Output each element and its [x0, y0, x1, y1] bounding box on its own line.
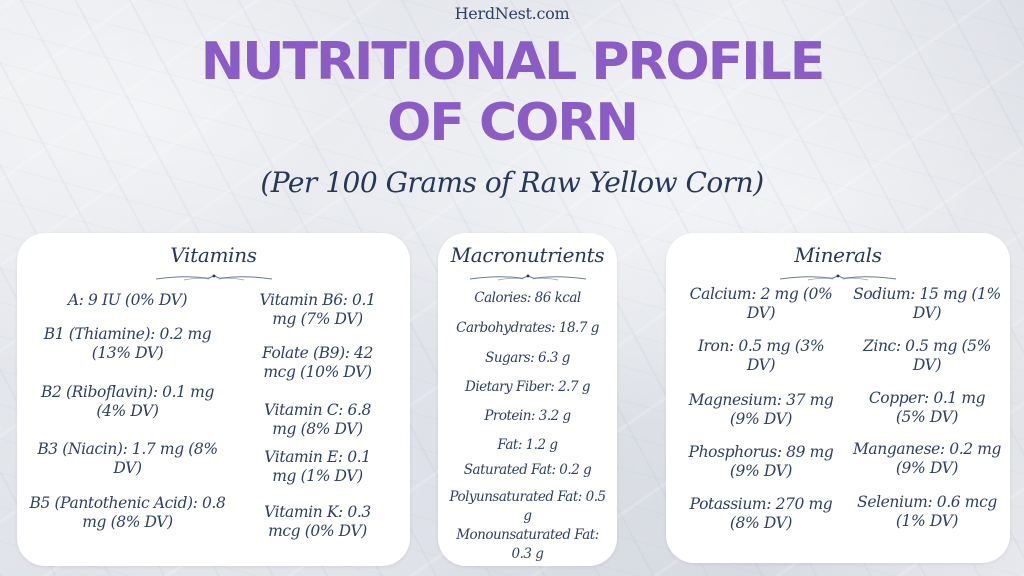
- macro-fat: Fat: 1.2 g: [497, 437, 558, 453]
- macro-protein: Protein: 3.2 g: [484, 408, 571, 424]
- vitamin-k: Vitamin K: 0.3 mcg (0% DV): [264, 503, 371, 540]
- macro-dietary-fiber: Dietary Fiber: 2.7 g: [465, 379, 591, 395]
- page-subtitle: (Per 100 Grams of Raw Yellow Corn): [260, 166, 764, 199]
- minerals-right-column: Sodium: 15 mg (1% DV) Zinc: 0.5 mg (5% D…: [852, 285, 1002, 555]
- macro-sugars: Sugars: 6.3 g: [485, 350, 570, 366]
- vitamin-b2: B2 (Riboflavin): 0.1 mg (4% DV): [41, 383, 214, 420]
- mineral-phosphorus: Phosphorus: 89 mg (9% DV): [688, 443, 834, 480]
- macronutrients-list: Calories: 86 kcal Carbohydrates: 18.7 g …: [442, 289, 613, 564]
- minerals-card-title: Minerals: [794, 243, 882, 267]
- mineral-potassium: Potassium: 270 mg (8% DV): [689, 495, 833, 532]
- page-title-line-2: OF CORN: [387, 93, 639, 153]
- vitamins-right-column: Vitamin B6: 0.1 mg (7% DV) Folate (B9): …: [255, 291, 380, 561]
- vitamins-left-column: A: 9 IU (0% DV) B1 (Thiamine): 0.2 mg (1…: [25, 291, 230, 551]
- site-name: HerdNest.com: [454, 4, 570, 23]
- mineral-zinc: Zinc: 0.5 mg (5% DV): [863, 337, 991, 374]
- mineral-iron: Iron: 0.5 mg (3% DV): [697, 337, 825, 374]
- vitamins-card-title: Vitamins: [170, 243, 257, 267]
- mineral-sodium: Sodium: 15 mg (1% DV): [853, 285, 1001, 322]
- macronutrients-card: Macronutrients Calories: 86 kcal Carbohy…: [438, 233, 617, 566]
- vitamin-a: A: 9 IU (0% DV): [67, 291, 188, 309]
- minerals-left-column: Calcium: 2 mg (0% DV) Iron: 0.5 mg (3% D…: [686, 285, 836, 555]
- vitamin-b3: B3 (Niacin): 1.7 mg (8% DV): [37, 440, 218, 477]
- vitamins-card: Vitamins A: 9 IU (0% DV) B1 (Thiamine): …: [17, 233, 410, 566]
- vitamin-c: Vitamin C: 6.8 mg (8% DV): [264, 401, 371, 438]
- mineral-selenium: Selenium: 0.6 mcg (1% DV): [857, 493, 997, 530]
- mineral-manganese: Manganese: 0.2 mg (9% DV): [852, 440, 1002, 477]
- macro-carbohydrates: Carbohydrates: 18.7 g: [456, 320, 599, 336]
- vitamin-b6: Vitamin B6: 0.1 mg (7% DV): [259, 291, 376, 328]
- flourish-divider-icon: [155, 274, 272, 281]
- macro-monounsaturated-fat: Monounsaturated Fat: 0.3 g: [456, 527, 599, 562]
- vitamin-b5: B5 (Pantothenic Acid): 0.8 mg (8% DV): [29, 494, 226, 531]
- vitamin-e: Vitamin E: 0.1 mg (1% DV): [264, 448, 371, 485]
- flourish-divider-icon: [469, 274, 586, 281]
- flourish-divider-icon: [779, 274, 897, 281]
- page-title-line-1: NUTRITIONAL PROFILE: [200, 32, 826, 92]
- macro-polyunsaturated-fat: Polyunsaturated Fat: 0.5 g: [449, 489, 606, 524]
- vitamin-folate: Folate (B9): 42 mcg (10% DV): [262, 344, 373, 381]
- mineral-calcium: Calcium: 2 mg (0% DV): [689, 285, 833, 322]
- macro-calories: Calories: 86 kcal: [474, 290, 581, 306]
- macronutrients-card-title: Macronutrients: [450, 243, 605, 267]
- macro-saturated-fat: Saturated Fat: 0.2 g: [463, 462, 592, 478]
- mineral-copper: Copper: 0.1 mg (5% DV): [868, 389, 986, 426]
- vitamin-b1: B1 (Thiamine): 0.2 mg (13% DV): [43, 325, 212, 362]
- minerals-card: Minerals Calcium: 2 mg (0% DV) Iron: 0.5…: [666, 233, 1010, 563]
- mineral-magnesium: Magnesium: 37 mg (9% DV): [688, 391, 834, 428]
